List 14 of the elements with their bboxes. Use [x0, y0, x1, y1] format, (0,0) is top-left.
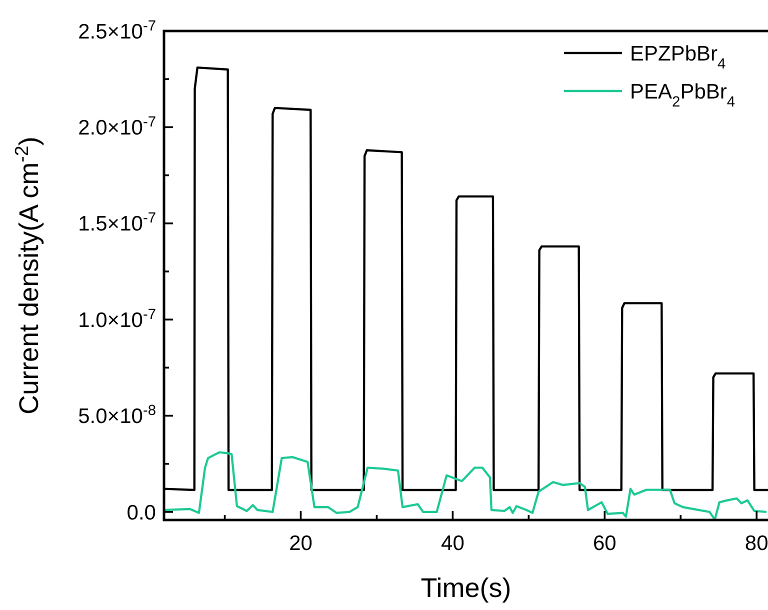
y-tick-label: 1.5×10$^{-7}$ — [78, 210, 156, 236]
y-tick-label: 5.0×10$^{-8}$ — [78, 403, 156, 428]
y-tick-label: 0.0 — [126, 501, 156, 524]
legend-label: PEA$_{2}$PbBr$_{4}$ — [630, 80, 736, 110]
legend-label: EPZPbBr$_{4}$ — [630, 42, 726, 72]
x-tick-label: 60 — [592, 532, 616, 555]
x-tick-label: 40 — [441, 532, 464, 555]
x-tick-label: 80 — [744, 532, 768, 555]
x-axis-title: Time(s) — [420, 573, 512, 603]
x-tick-label: 20 — [289, 532, 312, 555]
y-tick-label: 2.5×10$^{-7}$ — [78, 18, 156, 44]
y-tick-label: 1.0×10$^{-7}$ — [78, 306, 156, 332]
line-series — [164, 451, 768, 521]
y-tick-label: 2.0×10$^{-7}$ — [78, 114, 156, 140]
